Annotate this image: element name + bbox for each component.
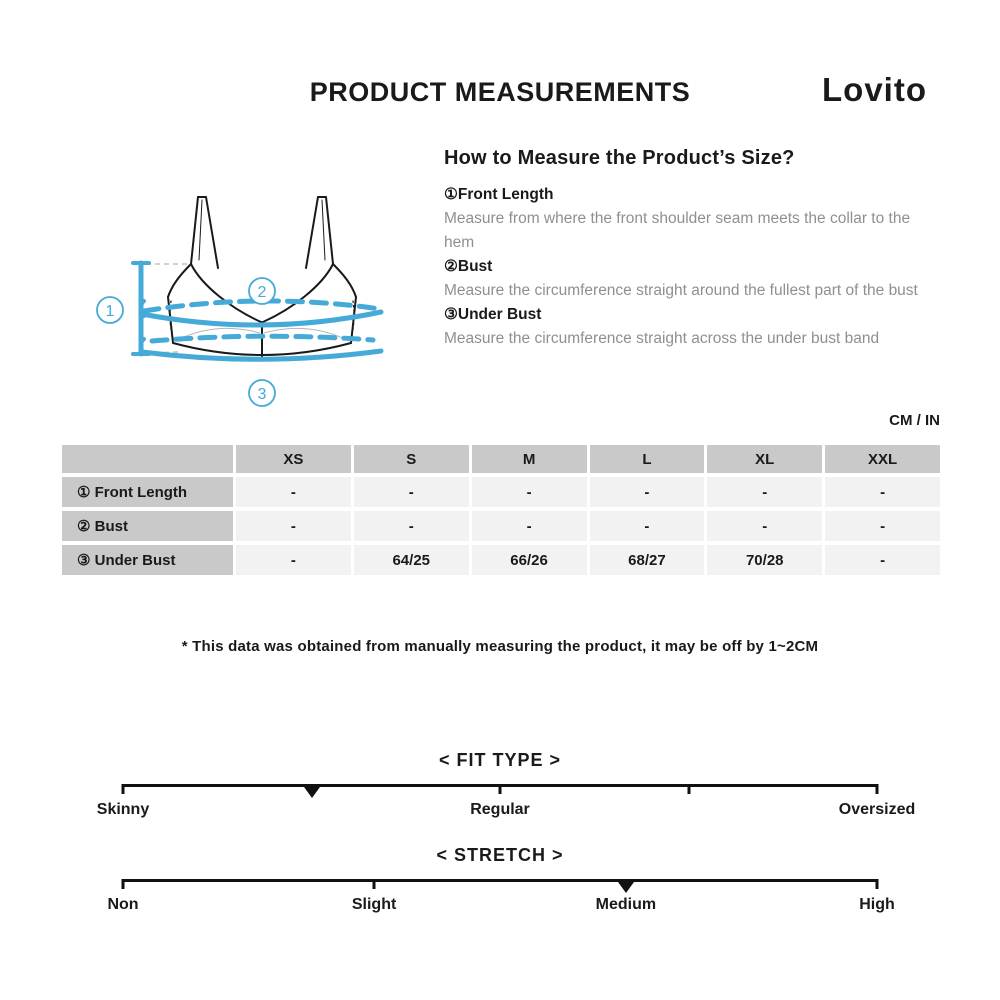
fit-type-tick — [875, 784, 879, 794]
step-label: ③Under Bust — [444, 306, 542, 323]
how-to-measure-section: How to Measure the Product’s Size? ①Fron… — [444, 147, 922, 351]
row-label-front-length: ① Front Length — [62, 477, 233, 507]
table-cell: 64/25 — [353, 545, 469, 575]
table-cell: - — [825, 477, 940, 507]
row-label-bust: ② Bust — [62, 511, 233, 541]
table-corner-cell — [62, 445, 233, 473]
table-cell: - — [825, 545, 940, 575]
step-description: Measure the circumference straight acros… — [444, 330, 880, 347]
measure-step-front-length: ①Front Length Measure from where the fro… — [444, 183, 922, 255]
fit-type-label-oversized: Oversized — [838, 801, 916, 818]
table-cell: - — [471, 477, 587, 507]
table-cell: - — [236, 545, 351, 575]
column-header-m: M — [471, 445, 587, 473]
marker-front-length: 1 — [106, 303, 115, 320]
table-cell: 70/28 — [707, 545, 823, 575]
table-cell: - — [236, 477, 351, 507]
measure-step-bust: ②Bust Measure the circumference straight… — [444, 255, 922, 303]
marker-under-bust: 3 — [258, 386, 267, 403]
column-header-xl: XL — [707, 445, 823, 473]
fit-type-heading: < FIT TYPE > — [438, 750, 562, 770]
fit-type-label-regular: Regular — [470, 801, 530, 818]
column-header-xs: XS — [236, 445, 351, 473]
stretch-tick — [875, 879, 879, 889]
step-label: ②Bust — [444, 258, 493, 275]
stretch-axis — [123, 879, 877, 882]
table-cell: - — [353, 511, 469, 541]
fit-type-tick — [498, 784, 502, 794]
table-cell: - — [353, 477, 469, 507]
column-header-s: S — [353, 445, 469, 473]
marker-bust: 2 — [258, 284, 267, 301]
stretch-label-medium: Medium — [595, 896, 657, 913]
step-label: ①Front Length — [444, 186, 554, 203]
stretch-label-non: Non — [107, 896, 139, 913]
stretch-label-slight: Slight — [351, 896, 397, 913]
column-header-l: L — [589, 445, 705, 473]
units-label: CM / IN — [889, 412, 940, 429]
table-cell: 66/26 — [471, 545, 587, 575]
table-cell: - — [589, 477, 705, 507]
table-cell: 68/27 — [589, 545, 705, 575]
fit-type-tick — [121, 784, 125, 794]
stretch-heading: < STRETCH > — [436, 845, 564, 865]
fit-type-label-skinny: Skinny — [96, 801, 150, 818]
measurement-disclaimer: * This data was obtained from manually m… — [181, 638, 819, 655]
row-label-under-bust: ③ Under Bust — [62, 545, 233, 575]
fit-type-tick — [687, 784, 690, 794]
step-description: Measure the circumference straight aroun… — [444, 282, 918, 299]
table-cell: - — [236, 511, 351, 541]
table-cell: - — [825, 511, 940, 541]
table-cell: - — [589, 511, 705, 541]
fit-type-scale: Skinny Regular Oversized — [97, 784, 915, 824]
stretch-scale: Non Slight Medium High — [107, 879, 895, 919]
bra-diagram: 1 2 3 — [80, 170, 420, 425]
stretch-marker — [617, 882, 634, 893]
table-cell: - — [707, 477, 823, 507]
brand-logo: Lovito — [822, 71, 927, 108]
diagram-markers: 1 2 3 — [96, 277, 276, 407]
stretch-tick — [372, 879, 376, 889]
bra-illustration: 1 2 3 — [96, 196, 384, 407]
table-cell: - — [707, 511, 823, 541]
stretch-tick — [121, 879, 125, 889]
fit-type-marker — [303, 787, 320, 798]
page-title: PRODUCT MEASUREMENTS — [309, 77, 691, 107]
column-header-xxl: XXL — [825, 445, 940, 473]
step-description: Measure from where the front shoulder se… — [444, 210, 911, 251]
how-to-measure-heading: How to Measure the Product’s Size? — [444, 147, 795, 169]
measure-step-under-bust: ③Under Bust Measure the circumference st… — [444, 303, 922, 351]
table-cell: - — [471, 511, 587, 541]
stretch-label-high: High — [859, 896, 895, 913]
size-table: XS S M L XL XXL ① Front Length - - - - -… — [62, 445, 940, 575]
